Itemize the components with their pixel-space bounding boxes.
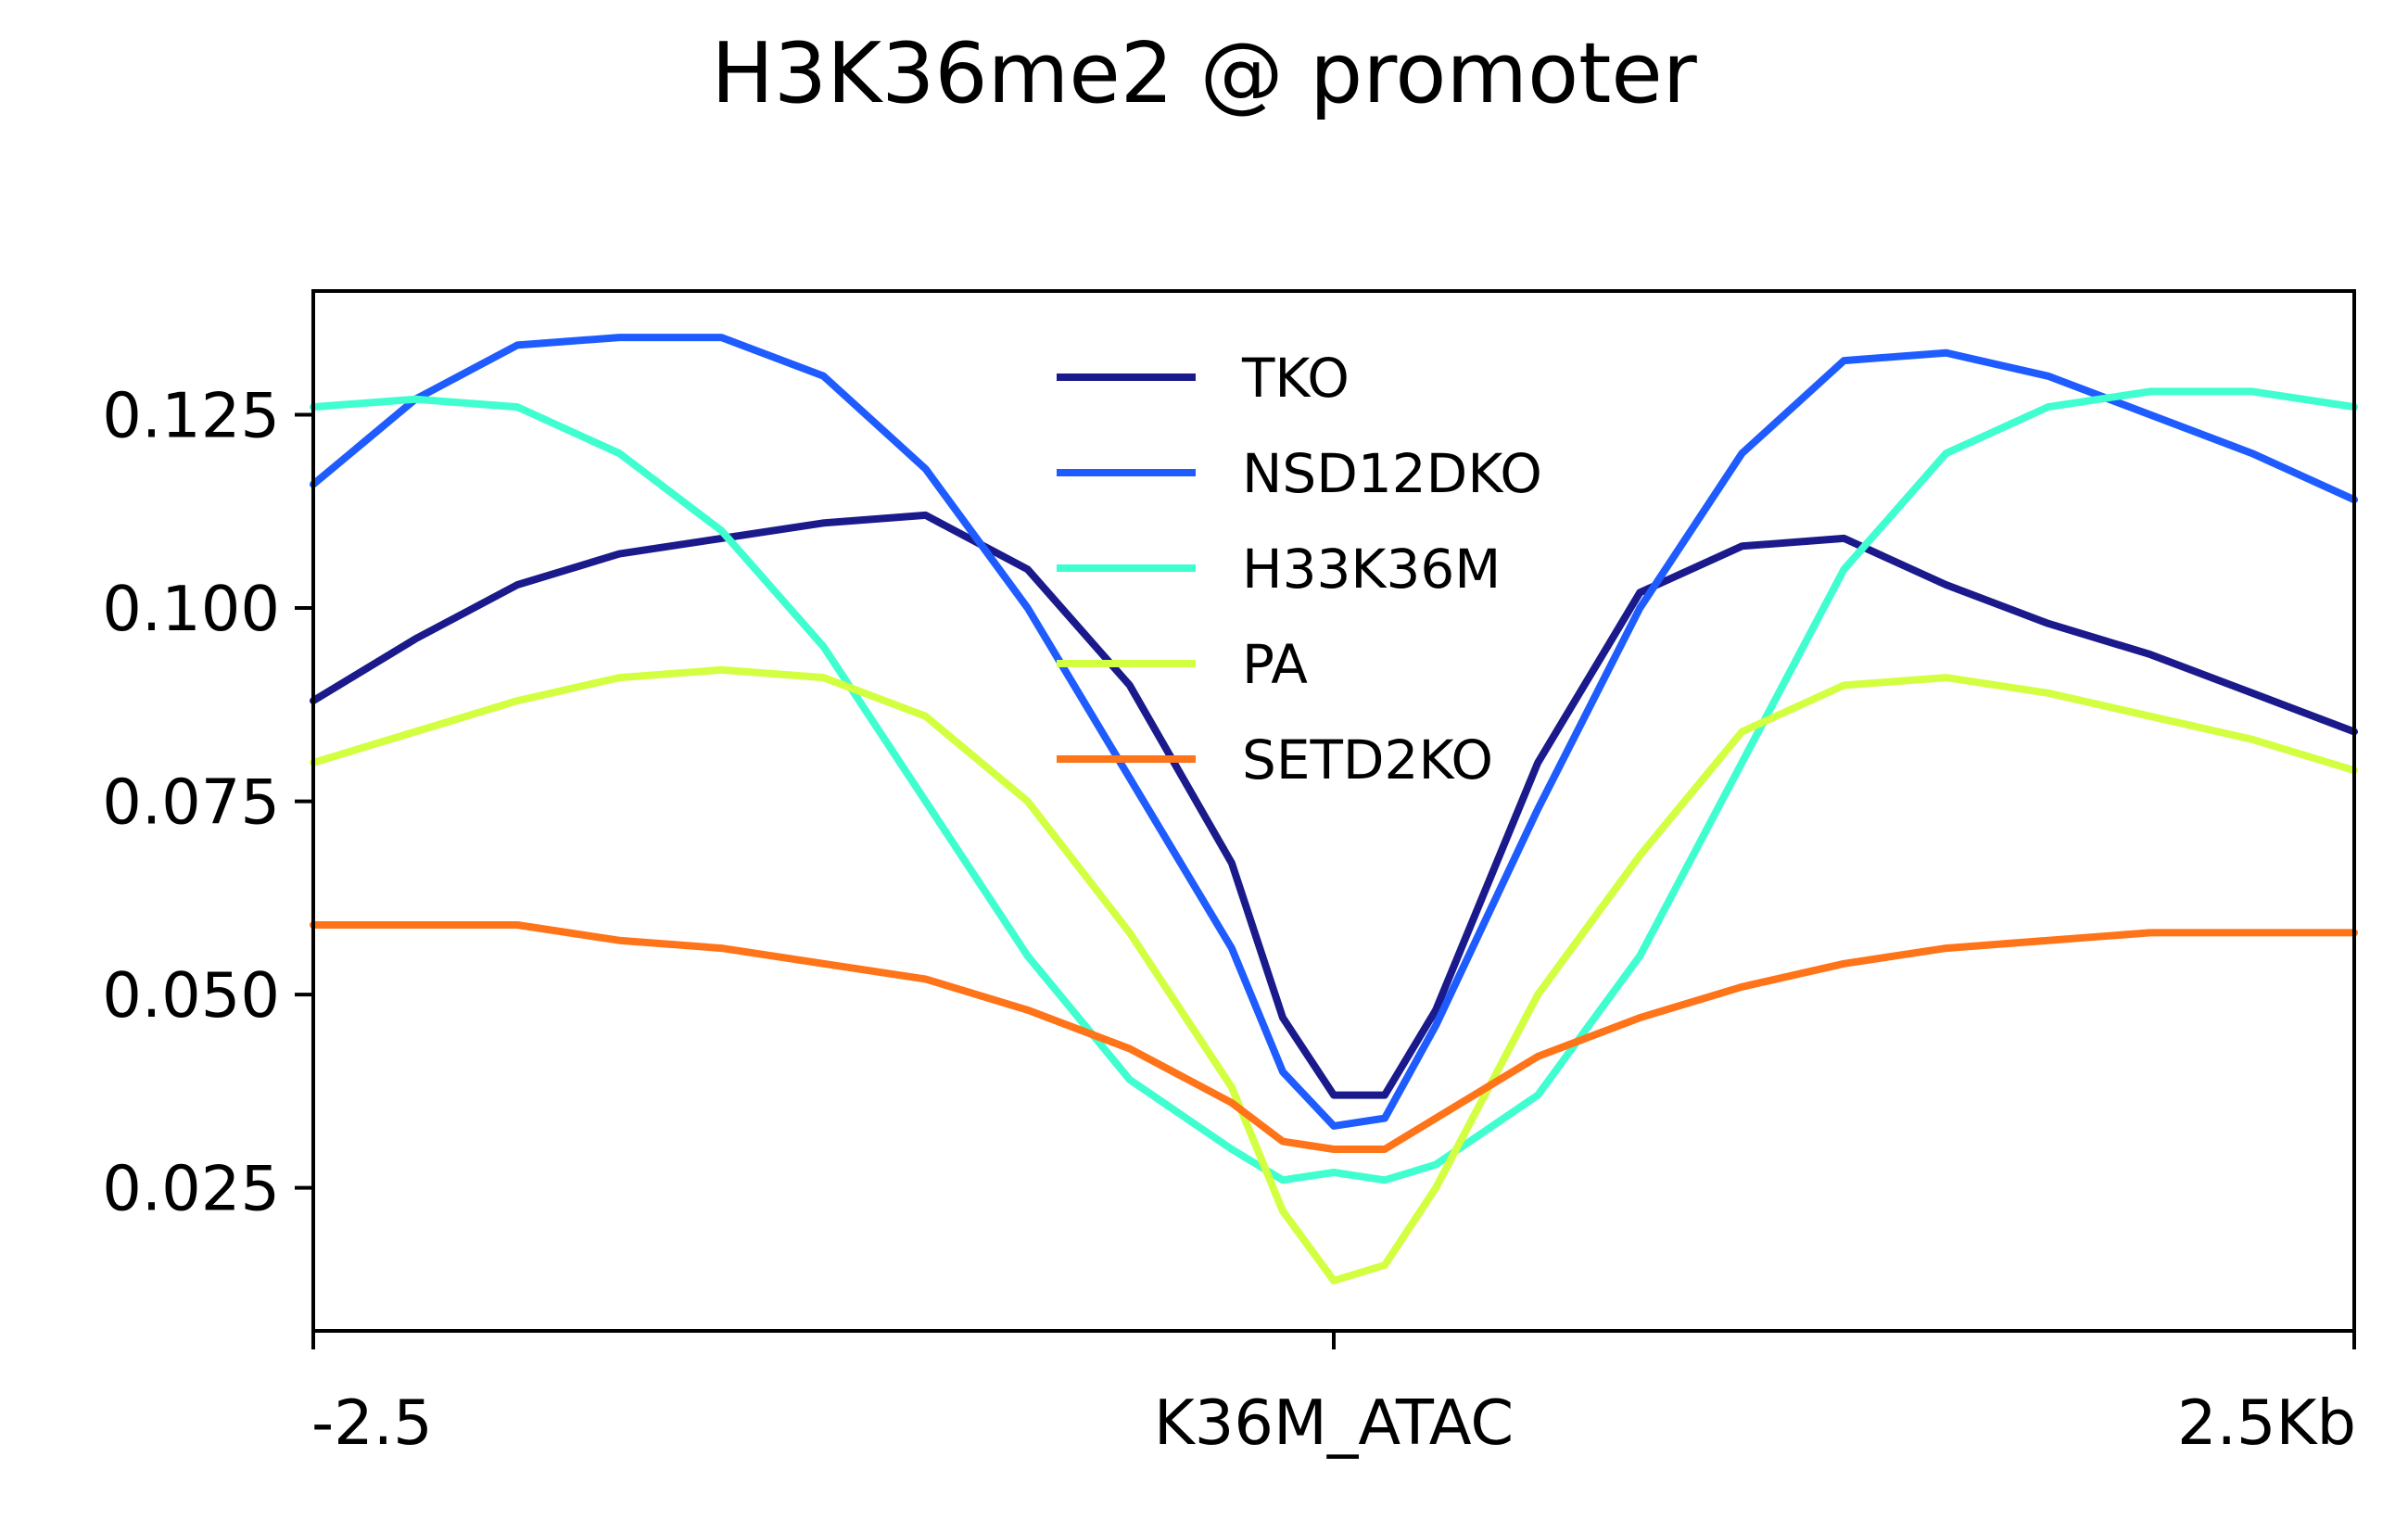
x-tick-label: K36M_ATAC [1154,1386,1514,1459]
y-tick-label: 0.125 [102,379,280,451]
legend-label: SETD2KO [1242,728,1493,791]
plot-lines [310,334,2358,1285]
legend: TKO NSD12DKO H33K36M PA SETD2KO [1057,347,1542,791]
series-line-setd2ko [310,921,2358,1153]
legend-label: H33K36M [1242,538,1501,601]
y-tick-label: 0.100 [102,573,280,645]
x-tick-label: 2.5Kb [2177,1386,2356,1459]
legend-item-nsd12dko: NSD12DKO [1057,442,1542,505]
legend-item-setd2ko: SETD2KO [1057,728,1493,791]
series-line-h33k36m [310,387,2358,1184]
series-line-tko [310,511,2358,1099]
legend-label: PA [1242,633,1308,696]
y-tick-label: 0.075 [102,766,280,839]
y-axis: 0.025 0.050 0.075 0.100 0.125 [102,379,313,1225]
x-axis: -2.5 K36M_ATAC 2.5Kb [311,1331,2356,1459]
legend-label: NSD12DKO [1242,442,1542,505]
y-tick-label: 0.050 [102,959,280,1032]
series-line-pa [310,665,2358,1285]
legend-item-pa: PA [1057,633,1308,696]
legend-item-h33k36m: H33K36M [1057,538,1501,601]
legend-item-tko: TKO [1057,347,1350,410]
y-tick-label: 0.025 [102,1153,280,1225]
legend-label: TKO [1241,347,1350,410]
x-tick-label: -2.5 [311,1386,433,1459]
chart-title: H3K36me2 @ promoter [711,25,1697,122]
series-line-nsd12dko [310,334,2358,1130]
